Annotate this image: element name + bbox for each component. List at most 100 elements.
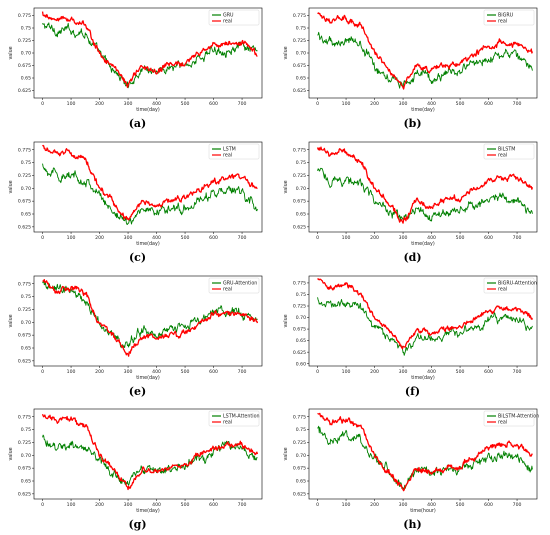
legend-entry: GRU-Attention	[223, 280, 257, 286]
y-tick-label: 0.725	[18, 38, 31, 44]
series-line-real	[41, 11, 258, 88]
y-tick-label: 0.70	[296, 453, 306, 459]
legend-entry: LSTM	[223, 146, 236, 152]
y-tick-label: 0.70	[296, 186, 306, 192]
y-tick-label: 0.775	[18, 13, 31, 19]
panel-caption: (g)	[128, 518, 147, 532]
y-tick-label: 0.70	[21, 51, 31, 57]
chart-panel-2: 0 100 200 300 400 500 600 700 0.625 0.65 0.675 0.70…	[275, 0, 550, 134]
y-tick-label: 0.70	[21, 186, 31, 192]
y-tick-label: 0.775	[18, 415, 31, 421]
y-tick-label: 0.65	[21, 76, 31, 82]
x-tick-label: 500	[456, 101, 465, 107]
y-tick-label: 0.675	[293, 198, 306, 204]
x-tick-label: 200	[95, 235, 104, 241]
y-axis-label: value	[283, 314, 289, 327]
legend-entry: real	[223, 19, 232, 25]
panel-caption: (h)	[403, 518, 422, 532]
y-tick-label: 0.65	[21, 479, 31, 485]
y-tick-label: 0.725	[293, 173, 306, 179]
y-tick-label: 0.625	[18, 88, 31, 94]
x-tick-label: 700	[238, 369, 247, 375]
x-tick-label: 200	[370, 502, 379, 508]
series-line-prediction	[317, 31, 533, 89]
legend-entry: LSTM-Attention	[223, 414, 260, 420]
panel-caption: (b)	[403, 117, 422, 130]
chart-panel-6: 0 100 200 300 400 500 600 700 0.60 0.625 0.65 0.675…	[275, 268, 550, 402]
x-axis-label: time(day)	[136, 107, 160, 113]
y-axis-label: value	[8, 448, 14, 461]
x-tick-label: 700	[238, 235, 247, 241]
panel-caption: (e)	[128, 384, 147, 398]
y-tick-label: 0.75	[296, 160, 306, 166]
y-tick-label: 0.70	[21, 453, 31, 459]
chart-panel-7: 0 100 200 300 400 500 600 700 0.625 0.65 0.675 0.70…	[0, 401, 275, 535]
plot-frame	[308, 141, 538, 233]
x-tick-label: 0	[316, 235, 319, 241]
x-tick-label: 700	[238, 502, 247, 508]
x-tick-label: 500	[456, 502, 465, 508]
chart-svg: 0 100 200 300 400 500 600 700 0.625 0.65 0.675 0.70…	[8, 275, 263, 381]
y-tick-label: 0.725	[18, 440, 31, 446]
x-axis-label: time(day)	[411, 107, 435, 113]
y-tick-label: 0.75	[296, 26, 306, 32]
chart-panel-8: 0 100 200 300 400 500 600 700 0.625 0.65 0.675 0.70…	[275, 401, 550, 535]
y-tick-label: 0.775	[18, 147, 31, 153]
x-tick-label: 500	[181, 235, 190, 241]
y-tick-label: 0.725	[293, 38, 306, 44]
x-axis-label: time(day)	[136, 241, 160, 247]
x-tick-label: 700	[238, 101, 247, 107]
chart-panel-3: 0 100 200 300 400 500 600 700 0.625 0.65 0.675 0.70…	[0, 134, 275, 268]
legend-entry: BiGRU	[498, 13, 514, 19]
y-tick-label: 0.75	[21, 294, 31, 300]
y-tick-label: 0.65	[296, 211, 306, 217]
x-tick-label: 600	[209, 101, 218, 107]
legend-box	[483, 277, 535, 293]
series-line-real	[317, 413, 533, 492]
y-axis-label: value	[283, 448, 289, 461]
plot-frame	[308, 275, 538, 366]
x-tick-label: 100	[342, 502, 351, 508]
chart-panel-5: 0 100 200 300 400 500 600 700 0.625 0.65 0.675 0.70…	[0, 268, 275, 402]
panel-caption: (d)	[403, 250, 422, 264]
x-tick-label: 600	[484, 369, 493, 375]
panel-caption: (f)	[404, 384, 421, 398]
chart-svg: 0 100 200 300 400 500 600 700 0.625 0.65 0.675 0.70…	[8, 7, 263, 113]
y-tick-label: 0.725	[18, 307, 31, 313]
x-tick-label: 300	[399, 369, 408, 375]
y-tick-label: 0.65	[296, 76, 306, 82]
x-axis-label: time(day)	[136, 508, 160, 514]
x-tick-label: 600	[209, 369, 218, 375]
y-tick-label: 0.725	[18, 173, 31, 179]
x-tick-label: 500	[181, 101, 190, 107]
y-axis-label: value	[283, 46, 289, 59]
series-line-prediction	[317, 426, 533, 490]
x-tick-label: 300	[399, 502, 408, 508]
chart-svg: 0 100 200 300 400 500 600 700 0.625 0.65 0.675 0.70…	[283, 7, 538, 113]
x-tick-label: 400	[152, 235, 161, 241]
x-tick-label: 100	[342, 235, 351, 241]
x-tick-label: 200	[370, 101, 379, 107]
series-line-prediction	[42, 434, 258, 486]
x-tick-label: 0	[316, 369, 319, 375]
x-tick-label: 400	[427, 101, 436, 107]
plot-frame	[33, 408, 263, 500]
legend-entry: BiGRU-Attention	[498, 280, 537, 286]
y-axis-label: value	[283, 180, 289, 193]
x-tick-label: 0	[41, 369, 44, 375]
legend-entry: real	[223, 152, 232, 158]
y-tick-label: 0.625	[293, 492, 306, 498]
legend-box	[483, 411, 535, 427]
plot-frame	[33, 275, 263, 366]
legend-entry: real	[223, 420, 232, 426]
x-tick-label: 300	[399, 235, 408, 241]
x-tick-label: 700	[513, 502, 522, 508]
series-line-prediction	[317, 167, 533, 222]
x-tick-label: 400	[427, 235, 436, 241]
series-line-real	[316, 146, 534, 224]
series-line-real	[317, 277, 534, 349]
legend-box	[483, 9, 535, 26]
panel-caption: (a)	[128, 117, 147, 130]
panel-caption: (c)	[128, 250, 147, 264]
